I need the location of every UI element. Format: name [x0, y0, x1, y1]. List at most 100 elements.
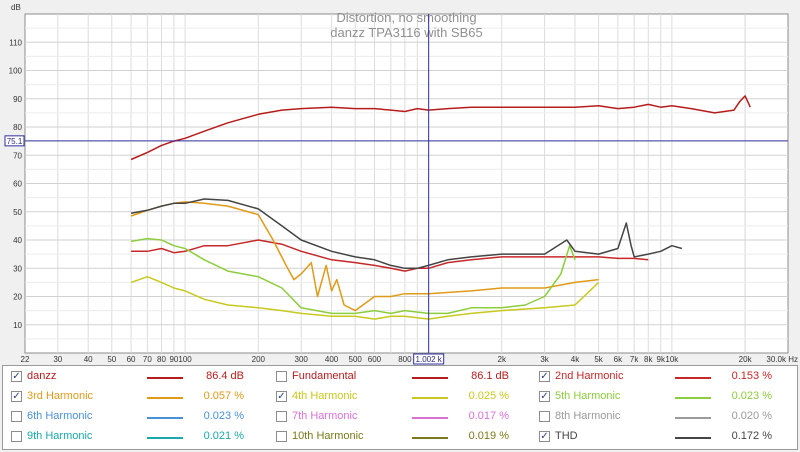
distortion-chart: 22 30 40 50 60 70 80 90 100 200 300 400 500 600 800 2k 3… — [4, 3, 798, 365]
x-tick-label: 80 — [157, 355, 166, 364]
legend-series-name: 10th Harmonic — [292, 430, 364, 442]
legend-panel: ✓ danzz 86.4 dB Fundamental 86.1 dB ✓ 2nd Harm… — [2, 365, 798, 450]
series-line[interactable] — [130, 95, 751, 161]
x-tick-label: 70 — [143, 355, 152, 364]
legend-line-swatch — [147, 397, 183, 399]
series-line[interactable] — [130, 237, 576, 315]
legend-checkbox[interactable]: ✓ — [539, 371, 550, 382]
legend-series-value: 0.019 % — [468, 430, 509, 442]
legend-line-swatch — [147, 377, 183, 379]
legend-checkbox[interactable] — [539, 411, 550, 422]
legend-series-name: Fundamental — [292, 370, 357, 382]
legend-checkbox[interactable] — [11, 431, 22, 442]
x-tick-label: 2k — [498, 355, 507, 364]
legend-item[interactable]: ✓ 4th Harmonic 0.025 % — [270, 387, 535, 407]
series-line[interactable] — [130, 275, 600, 320]
legend-item[interactable]: Fundamental 86.1 dB — [270, 367, 535, 387]
legend-checkbox[interactable]: ✓ — [11, 371, 22, 382]
series-line[interactable] — [130, 201, 599, 312]
x-tick-label: 40 — [84, 355, 93, 364]
y-tick-label: 90 — [13, 95, 22, 104]
y-tick-label: 10 — [13, 321, 22, 330]
x-tick-label: 8k — [644, 355, 653, 364]
y-tick-label: 70 — [13, 151, 22, 160]
x-tick-label: 90 — [169, 355, 178, 364]
cursor-y-readout: 75.1 — [4, 135, 25, 147]
series-4th-harmonic — [130, 275, 600, 320]
x-tick-label: 800 — [398, 355, 412, 364]
x-tick-label: 7k — [630, 355, 639, 364]
legend-line-swatch — [675, 437, 711, 439]
legend-checkbox[interactable] — [276, 411, 287, 422]
legend-series-value: 0.017 % — [468, 410, 509, 422]
legend-line-swatch — [412, 417, 448, 419]
legend-checkbox[interactable]: ✓ — [539, 391, 550, 402]
legend-line-swatch — [675, 417, 711, 419]
x-tick-label: 600 — [368, 355, 382, 364]
y-tick-labels: 10 20 30 40 50 60 70 80 90 100 110 — [9, 38, 23, 330]
x-tick-label: 4k — [571, 355, 580, 364]
legend-item[interactable]: 9th Harmonic 0.021 % — [5, 427, 270, 447]
cursor-x-readout: 1.002 k — [413, 353, 445, 365]
series-line[interactable] — [130, 198, 683, 270]
legend-series-name: danzz — [27, 370, 57, 382]
x-tick-label: 300 — [295, 355, 309, 364]
y-tick-label: 50 — [13, 208, 22, 217]
legend-series-name: THD — [555, 430, 578, 442]
x-tick-label: 5k — [594, 355, 603, 364]
x-tick-labels: 22 30 40 50 60 70 80 90 100 200 300 400 500 600 800 2k 3… — [21, 355, 798, 364]
x-tick-label: 3k — [540, 355, 549, 364]
legend-series-value: 0.020 % — [731, 410, 772, 422]
legend-series-name: 5th Harmonic — [555, 390, 621, 402]
legend-checkbox[interactable]: ✓ — [539, 431, 550, 442]
legend-item[interactable]: ✓ danzz 86.4 dB — [5, 367, 270, 387]
legend-checkbox[interactable]: ✓ — [11, 391, 22, 402]
legend-line-swatch — [412, 377, 448, 379]
y-unit-label: dB — [11, 3, 21, 12]
legend-checkbox[interactable] — [276, 371, 287, 382]
legend-line-swatch — [147, 437, 183, 439]
legend-series-value: 0.021 % — [203, 430, 244, 442]
y-tick-label: 100 — [9, 67, 23, 76]
x-tick-label: 9k — [657, 355, 666, 364]
legend-series-name: 2nd Harmonic — [555, 370, 624, 382]
series-group — [130, 95, 751, 320]
legend-item[interactable]: ✓ 3rd Harmonic 0.057 % — [5, 387, 270, 407]
legend-item[interactable]: 7th Harmonic 0.017 % — [270, 407, 535, 427]
legend-series-name: 8th Harmonic — [555, 410, 621, 422]
series-danzz — [130, 95, 751, 161]
legend-item[interactable]: 8th Harmonic 0.020 % — [533, 407, 798, 427]
legend-line-swatch — [675, 377, 711, 379]
legend-line-swatch — [675, 397, 711, 399]
legend-series-value: 0.172 % — [731, 430, 772, 442]
legend-item[interactable]: ✓ THD 0.172 % — [533, 427, 798, 447]
x-tick-label: 100 — [178, 355, 192, 364]
legend-item[interactable]: 6th Harmonic 0.023 % — [5, 407, 270, 427]
x-tick-label: 20k — [739, 355, 753, 364]
y-tick-label: 80 — [13, 123, 22, 132]
y-tick-label: 20 — [13, 293, 22, 302]
legend-checkbox[interactable] — [276, 431, 287, 442]
legend-item[interactable]: ✓ 5th Harmonic 0.023 % — [533, 387, 798, 407]
legend-checkbox[interactable] — [11, 411, 22, 422]
cursor-y-value: 75.1 — [7, 137, 23, 146]
legend-series-value: 0.153 % — [731, 370, 772, 382]
legend-item[interactable]: 10th Harmonic 0.019 % — [270, 427, 535, 447]
legend-series-value: 0.023 % — [731, 390, 772, 402]
chart-subtitle: danzz TPA3116 with SB65 — [330, 25, 482, 40]
legend-series-name: 3rd Harmonic — [27, 390, 94, 402]
legend-series-name: 4th Harmonic — [292, 390, 358, 402]
x-tick-label: 60 — [127, 355, 136, 364]
y-tick-label: 110 — [9, 38, 22, 47]
x-tick-label: 30.0k Hz — [766, 355, 798, 364]
series-thd — [130, 198, 683, 270]
y-tick-label: 30 — [13, 264, 22, 273]
legend-item[interactable]: ✓ 2nd Harmonic 0.153 % — [533, 367, 798, 387]
legend-checkbox[interactable]: ✓ — [276, 391, 287, 402]
x-tick-label: 22 — [21, 355, 30, 364]
legend-series-value: 86.4 dB — [206, 370, 244, 382]
legend-line-swatch — [147, 417, 183, 419]
legend-series-name: 9th Harmonic — [27, 430, 93, 442]
legend-series-value: 0.023 % — [203, 410, 244, 422]
x-tick-label: 50 — [107, 355, 116, 364]
